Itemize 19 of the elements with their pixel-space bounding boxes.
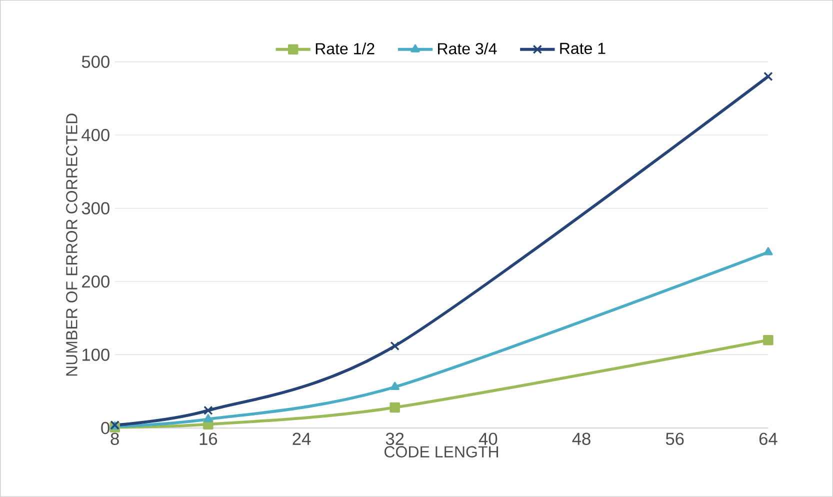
x-tick-label: 48 (572, 432, 590, 446)
y-tick-label: 100 (82, 348, 110, 361)
x-tick-label: 16 (200, 432, 218, 446)
x-tick-label: 8 (110, 432, 119, 446)
x-tick-label: 40 (478, 432, 498, 446)
x-tick-label: 24 (292, 432, 311, 445)
x-tick-label: 32 (386, 432, 404, 446)
y-tick-label: 500 (82, 56, 110, 68)
y-tick-label: 200 (82, 275, 110, 288)
x-axis-title: CODE LENGTH (384, 446, 498, 458)
x-tick-label: 56 (666, 432, 684, 446)
y-tick-label: 0 (101, 422, 110, 434)
y-tick-label: 400 (82, 128, 110, 142)
legend-label: Rate 1 (560, 42, 606, 54)
y-tick-label: 300 (82, 202, 110, 215)
x-tick-label: 64 (759, 432, 778, 446)
legend-label: Rate 3/4 (438, 42, 497, 54)
legend-label: Rate 1/2 (316, 42, 374, 54)
y-axis-title: NUMBER OF ERROR CORRECTED (66, 114, 78, 376)
